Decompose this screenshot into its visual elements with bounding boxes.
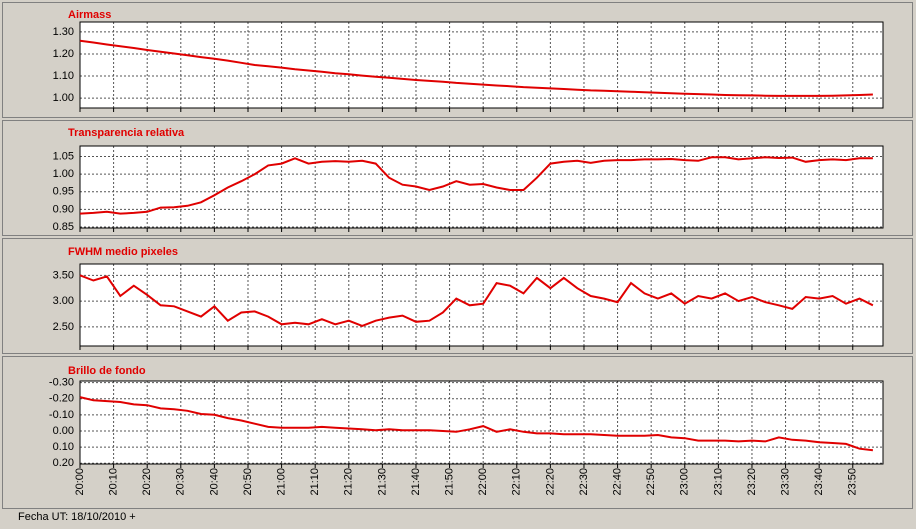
y-tick-label: 1.05 [53, 150, 74, 162]
x-tick-label: 20:20 [141, 468, 153, 496]
panel [2, 238, 913, 354]
y-tick-label: 3.00 [53, 295, 74, 307]
y-tick-label: 2.50 [53, 321, 74, 333]
x-tick-label: 21:20 [343, 468, 355, 496]
y-tick-label: -0.10 [49, 409, 74, 421]
x-tick-label: 21:50 [443, 468, 455, 496]
x-tick-label: 23:40 [813, 468, 825, 496]
data-line [79, 396, 874, 452]
x-tick-label: 23:00 [679, 468, 691, 496]
x-tick-label: 22:30 [578, 468, 590, 496]
x-tick-label: 21:40 [410, 468, 422, 496]
y-tick-label: 1.20 [53, 48, 74, 60]
y-tick-label: 3.50 [53, 269, 74, 281]
y-tick-label: 0.20 [53, 457, 74, 469]
x-tick-label: 22:40 [611, 468, 623, 496]
plot-area [80, 146, 883, 228]
x-tick-label: 20:00 [74, 468, 86, 496]
y-tick-label: 1.00 [53, 168, 74, 180]
plot-area [80, 22, 883, 108]
x-tick-label: 20:50 [242, 468, 254, 496]
chart-title: FWHM medio pixeles [68, 246, 178, 258]
y-tick-label: 0.95 [53, 186, 74, 198]
x-tick-label: 22:20 [544, 468, 556, 496]
y-tick-label: 0.85 [53, 221, 74, 233]
y-tick-label: 0.90 [53, 203, 74, 215]
x-tick-label: 21:10 [309, 468, 321, 496]
y-tick-label: -0.20 [49, 393, 74, 405]
plot-border [79, 380, 884, 465]
panel [2, 2, 913, 118]
footer: Fecha UT: 18/10/2010 + [18, 511, 136, 523]
x-tick-label: 20:10 [108, 468, 120, 496]
x-tick-label: 20:40 [208, 468, 220, 496]
chart-title: Airmass [68, 9, 111, 21]
y-tick-label: 1.30 [53, 26, 74, 38]
x-tick-label: 22:00 [477, 468, 489, 496]
y-tick-label: 0.10 [53, 441, 74, 453]
x-tick-label: 23:10 [712, 468, 724, 496]
data-line [79, 274, 874, 327]
x-tick-label: 23:50 [847, 468, 859, 496]
x-tick-label: 22:10 [511, 468, 523, 496]
chart-title: Transparencia relativa [68, 127, 185, 139]
panel [2, 120, 913, 236]
plot-border [79, 21, 884, 109]
x-tick-label: 21:30 [376, 468, 388, 496]
chart-title: Brillo de fondo [68, 365, 146, 377]
y-tick-label: 1.10 [53, 70, 74, 82]
x-tick-label: 22:50 [645, 468, 657, 496]
x-tick-label: 23:30 [779, 468, 791, 496]
x-tick-label: 21:00 [275, 468, 287, 496]
y-tick-label: -0.30 [49, 377, 74, 389]
y-tick-label: 1.00 [53, 92, 74, 104]
plot-area [80, 264, 883, 346]
x-tick-label: 20:30 [175, 468, 187, 496]
x-tick-label: 23:20 [746, 468, 758, 496]
plot-area [80, 381, 883, 464]
y-tick-label: 0.00 [53, 425, 74, 437]
plot-border [79, 263, 884, 347]
panel [2, 356, 913, 509]
data-line [79, 156, 873, 215]
data-line [79, 39, 873, 97]
plot-border [79, 145, 884, 229]
